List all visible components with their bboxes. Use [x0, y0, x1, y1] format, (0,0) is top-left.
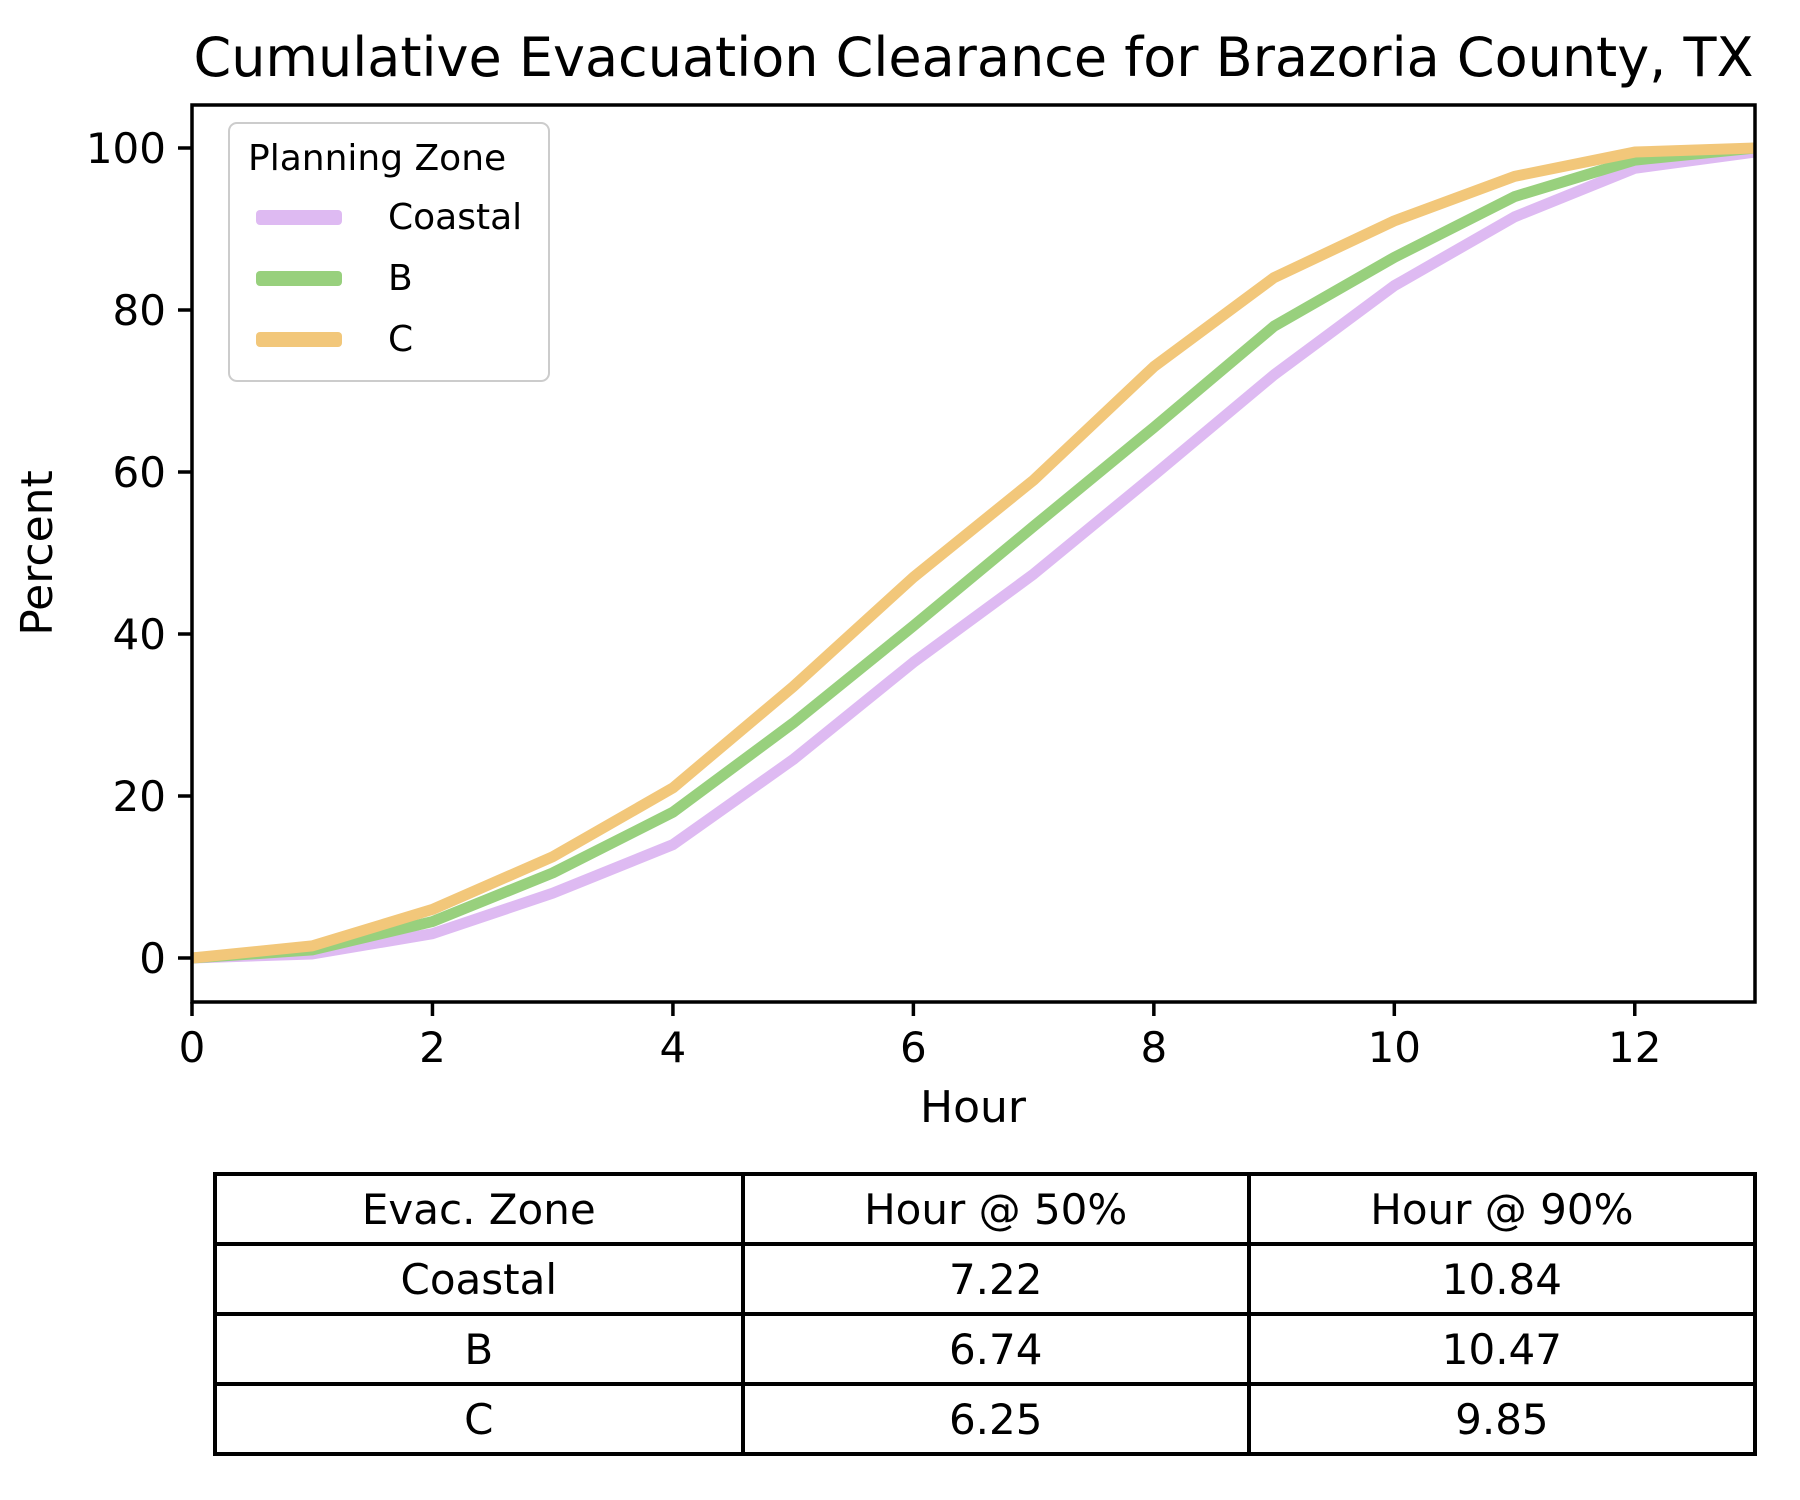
legend-label: Coastal — [388, 197, 523, 238]
x-tick-label: 12 — [1608, 1023, 1661, 1072]
x-tick-label: 10 — [1368, 1023, 1421, 1072]
legend-swatch-b — [256, 271, 342, 286]
x-tick-label: 6 — [900, 1023, 927, 1072]
series-line-b — [191, 142, 1756, 964]
cell-hour-50: 6.25 — [740, 1382, 1251, 1456]
series-line-c — [191, 142, 1756, 964]
cell-zone: B — [213, 1312, 745, 1386]
header-evac-zone: Evac. Zone — [213, 1172, 745, 1246]
legend-item-coastal: Coastal — [246, 187, 522, 248]
table-row-b: B 6.74 10.47 — [213, 1312, 1758, 1386]
legend-item-b: B — [246, 248, 522, 309]
series-line-coastal — [191, 146, 1756, 964]
cell-hour-90: 9.85 — [1246, 1382, 1758, 1456]
x-tick-label: 4 — [660, 1023, 687, 1072]
header-hour-50: Hour @ 50% — [740, 1172, 1251, 1246]
cell-zone: Coastal — [213, 1242, 745, 1316]
y-tick-label: 0 — [139, 934, 166, 983]
y-tick-label: 80 — [113, 286, 166, 335]
y-tick-label: 20 — [113, 772, 166, 821]
series-lines — [191, 142, 1756, 964]
header-hour-90: Hour @ 90% — [1246, 1172, 1758, 1246]
legend-items: Coastal B C — [246, 187, 522, 370]
cell-hour-90: 10.84 — [1246, 1242, 1758, 1316]
x-tick-label: 2 — [419, 1023, 446, 1072]
legend-swatch-c — [256, 332, 342, 347]
table-row-coastal: Coastal 7.22 10.84 — [213, 1242, 1758, 1316]
x-axis-label: Hour — [920, 1082, 1027, 1133]
legend-title: Planning Zone — [248, 138, 507, 179]
x-axis-ticks: 0 2 4 6 8 10 12 — [179, 1002, 1661, 1072]
table-header-row: Evac. Zone Hour @ 50% Hour @ 90% — [213, 1172, 1758, 1246]
legend-box: Planning Zone Coastal B C — [228, 122, 551, 382]
cell-hour-50: 6.74 — [740, 1312, 1251, 1386]
clearance-summary-table: Evac. Zone Hour @ 50% Hour @ 90% Coastal… — [213, 1172, 1758, 1456]
y-axis-label: Percent — [12, 470, 63, 636]
y-tick-label: 100 — [86, 124, 166, 173]
cell-zone: C — [213, 1382, 745, 1456]
axes-frame — [190, 103, 1757, 1004]
legend-label: C — [388, 319, 414, 360]
legend-swatch-coastal — [256, 210, 342, 225]
chart-title: Cumulative Evacuation Clearance for Braz… — [193, 26, 1754, 89]
y-tick-label: 40 — [113, 610, 166, 659]
evacuation-clearance-chart: 0 2 4 6 8 10 12 0 20 40 60 80 100 Hour Percent — [12, 103, 1757, 1133]
cell-hour-90: 10.47 — [1246, 1312, 1758, 1386]
legend-label: B — [388, 258, 413, 299]
y-tick-label: 60 — [113, 448, 166, 497]
x-tick-label: 8 — [1140, 1023, 1167, 1072]
cell-hour-50: 7.22 — [740, 1242, 1251, 1316]
y-axis-ticks: 0 20 40 60 80 100 — [86, 124, 192, 983]
x-tick-label: 0 — [179, 1023, 206, 1072]
legend-item-c: C — [246, 309, 522, 370]
table-row-c: C 6.25 9.85 — [213, 1382, 1758, 1456]
